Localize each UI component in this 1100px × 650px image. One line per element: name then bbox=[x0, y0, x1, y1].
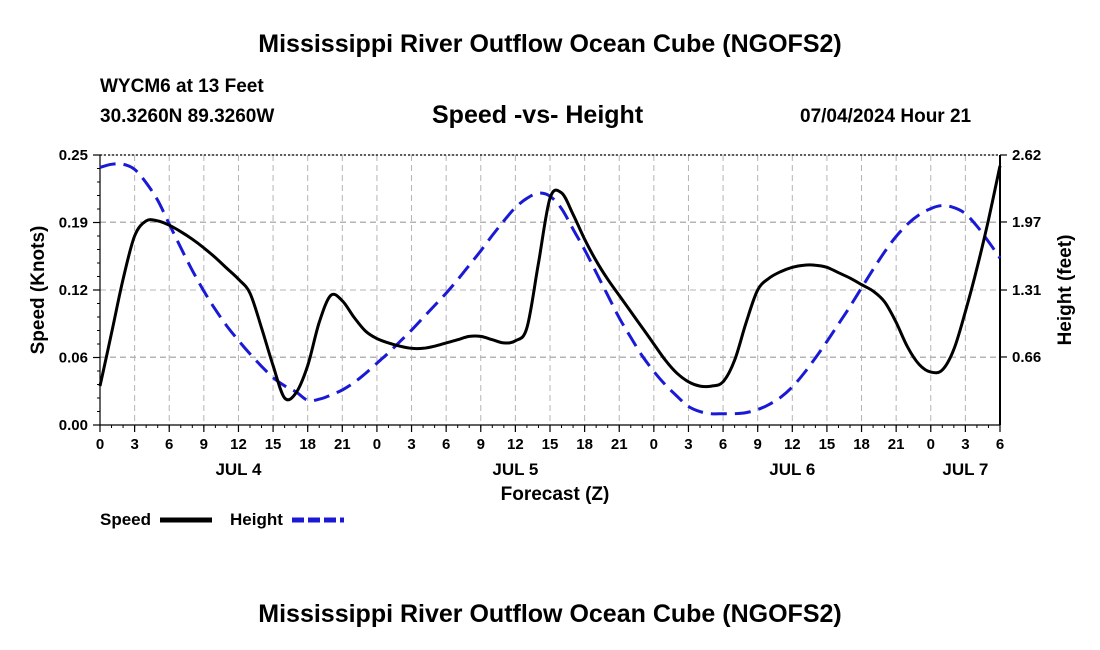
x-tick-label: 6 bbox=[719, 436, 727, 453]
x-tick-label: 18 bbox=[299, 436, 316, 453]
x-tick-label: 15 bbox=[819, 436, 836, 453]
station-name: WYCM6 at 13 Feet bbox=[100, 76, 264, 97]
x-tick-label: 6 bbox=[996, 436, 1004, 453]
y-axis-label: Speed (Knots) bbox=[28, 226, 49, 355]
day-label: JUL 5 bbox=[492, 460, 538, 479]
axes: 0 3 6 9 12 15 18 21 0 3 6 9 12 15 18 21 0 3 6 9 12 15 18 21 0 3 6J… bbox=[59, 147, 1041, 479]
x-tick-label: 6 bbox=[442, 436, 450, 453]
day-label: JUL 7 bbox=[942, 460, 988, 479]
x-tick-label: 21 bbox=[888, 436, 905, 453]
x-tick-label: 21 bbox=[334, 436, 351, 453]
y2-tick-label: 1.31 bbox=[1012, 282, 1041, 299]
x-axis-label: Forecast (Z) bbox=[501, 484, 610, 505]
y-tick-label: 0.00 bbox=[59, 417, 88, 434]
y-tick-label: 0.25 bbox=[59, 147, 88, 164]
day-label: JUL 4 bbox=[215, 460, 262, 479]
y-tick-label: 0.12 bbox=[59, 282, 88, 299]
series-lines bbox=[98, 162, 1002, 416]
x-tick-label: 12 bbox=[507, 436, 524, 453]
x-tick-label: 3 bbox=[407, 436, 415, 453]
legend-label-height: Height bbox=[230, 510, 283, 529]
y2-tick-label: 1.97 bbox=[1012, 214, 1041, 231]
x-tick-label: 15 bbox=[265, 436, 282, 453]
x-tick-label: 21 bbox=[611, 436, 628, 453]
speed-series-line bbox=[98, 165, 1002, 402]
x-tick-label: 12 bbox=[784, 436, 801, 453]
x-tick-label: 0 bbox=[927, 436, 935, 453]
x-tick-label: 3 bbox=[130, 436, 138, 453]
y-tick-label: 0.06 bbox=[59, 350, 88, 367]
legend-label-speed: Speed bbox=[100, 510, 151, 529]
chart-title: Speed -vs- Height bbox=[432, 101, 644, 129]
x-tick-label: 9 bbox=[754, 436, 762, 453]
x-tick-label: 9 bbox=[200, 436, 208, 453]
legend: Speed Height bbox=[100, 510, 344, 529]
x-tick-label: 3 bbox=[684, 436, 692, 453]
station-coords: 30.3260N 89.3260W bbox=[100, 106, 275, 127]
x-tick-label: 9 bbox=[477, 436, 485, 453]
y2-tick-label: 2.62 bbox=[1012, 147, 1041, 164]
forecast-timestamp: 07/04/2024 Hour 21 bbox=[800, 106, 972, 127]
y2-tick-label: 0.66 bbox=[1012, 349, 1041, 366]
x-tick-label: 12 bbox=[230, 436, 247, 453]
day-label: JUL 6 bbox=[769, 460, 815, 479]
x-tick-label: 3 bbox=[961, 436, 969, 453]
x-tick-label: 15 bbox=[542, 436, 559, 453]
footer-title: Mississippi River Outflow Ocean Cube (NG… bbox=[258, 600, 842, 628]
x-tick-label: 6 bbox=[165, 436, 173, 453]
x-tick-label: 18 bbox=[853, 436, 870, 453]
x-tick-label: 0 bbox=[373, 436, 381, 453]
x-tick-label: 0 bbox=[96, 436, 104, 453]
x-tick-label: 18 bbox=[576, 436, 593, 453]
y2-axis-label: Height (feet) bbox=[1055, 235, 1076, 346]
page-title: Mississippi River Outflow Ocean Cube (NG… bbox=[258, 30, 842, 58]
y-tick-label: 0.19 bbox=[59, 215, 88, 232]
x-tick-label: 0 bbox=[650, 436, 658, 453]
